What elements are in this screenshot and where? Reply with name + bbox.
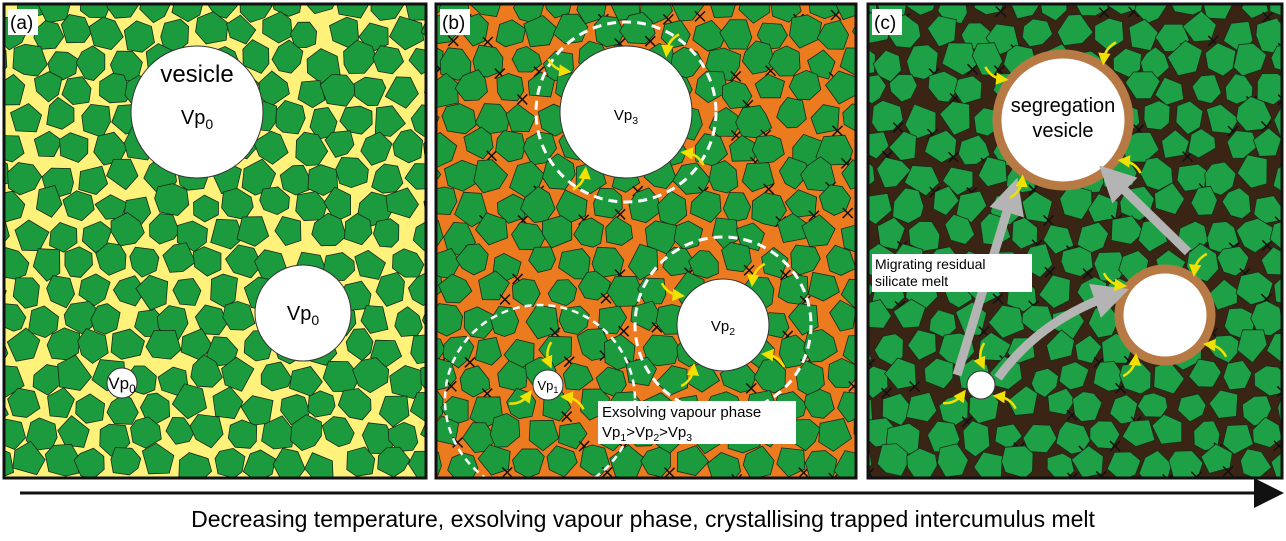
- crystal: [13, 44, 47, 76]
- label-text: Vp: [538, 378, 554, 393]
- vesicle-caption: vesicle: [1032, 120, 1093, 142]
- vesicle: [1119, 269, 1211, 361]
- caption: Decreasing temperature, exsolving vapour…: [191, 506, 1095, 532]
- label-text: Vp: [711, 318, 729, 335]
- note-text: Exsolving vapour phase: [602, 404, 761, 421]
- crystal: [411, 335, 436, 364]
- label-sub: 1: [553, 385, 558, 395]
- panel-label: (a): [10, 13, 33, 34]
- label-sub: 0: [205, 116, 213, 132]
- label-sub: 0: [129, 382, 136, 396]
- label-sub: 3: [686, 432, 692, 444]
- vesicle: [967, 371, 995, 399]
- label-sub: 2: [729, 326, 735, 338]
- panel-label: (b): [442, 13, 465, 34]
- panel-label: (c): [874, 13, 896, 34]
- note-text: silicate melt: [875, 273, 948, 289]
- figure: vesicle Vp0 Vp0 Vp0 Vp3 Vp2 Vp1 Exsolvin…: [0, 0, 1286, 536]
- label-text: Vp: [602, 424, 620, 441]
- label-sub: 3: [632, 115, 638, 127]
- label-text: Vp: [287, 303, 311, 325]
- label-text: >Vp: [626, 424, 653, 441]
- label-sub: 0: [311, 312, 319, 328]
- crystal: [1144, 101, 1170, 130]
- label-text: Vp: [614, 107, 632, 124]
- vesicle-caption: vesicle: [160, 61, 233, 88]
- note-text: Migrating residual: [875, 256, 986, 272]
- vesicle-caption: segregation: [1011, 95, 1116, 117]
- crystallised-melt: [858, 9, 868, 19]
- crystal: [308, 391, 335, 417]
- label-text: >Vp: [659, 424, 686, 441]
- label-text: Vp: [108, 374, 129, 393]
- crystal: [228, 420, 256, 448]
- label-text: Vp: [181, 107, 205, 129]
- crystal: [427, 187, 457, 215]
